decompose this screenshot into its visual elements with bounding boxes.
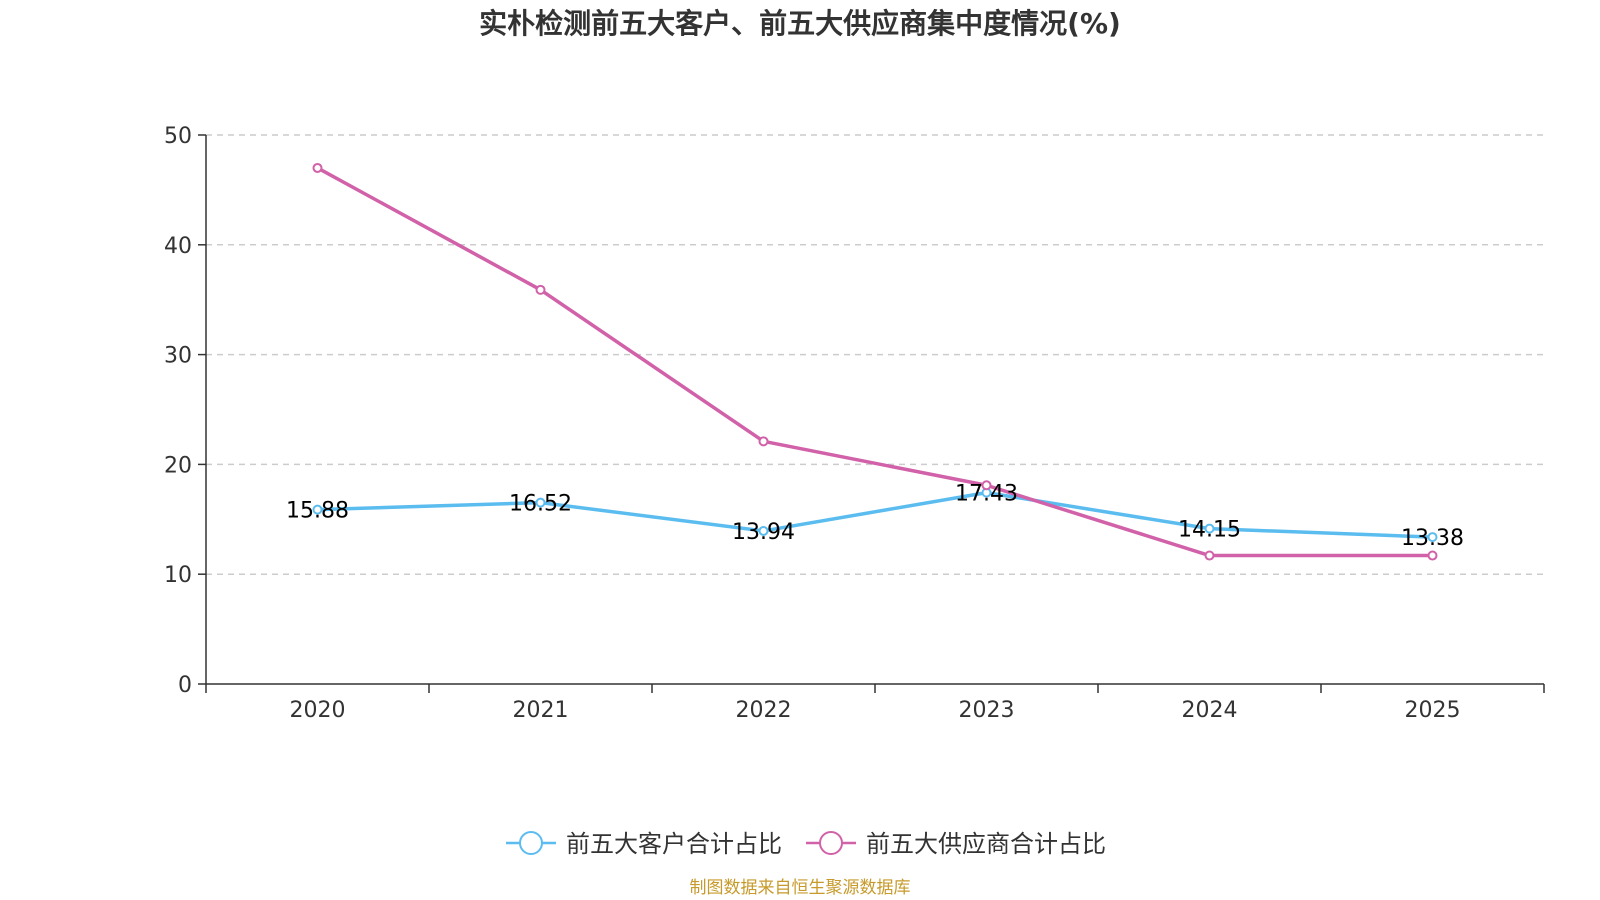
legend-item-1: 前五大客户合计占比 (506, 830, 782, 858)
x-tick-label: 2021 (513, 698, 569, 723)
y-tick-label: 40 (164, 234, 192, 259)
data-label: 15.88 (286, 499, 349, 524)
data-point (758, 436, 769, 447)
x-tick-label: 2020 (290, 698, 346, 723)
data-point (1427, 532, 1438, 543)
data-point (535, 284, 546, 295)
series-layer (312, 162, 1438, 561)
data-point (312, 162, 323, 173)
chart-title: 实朴检测前五大客户、前五大供应商集中度情况(%) (479, 7, 1121, 40)
series-line (316, 166, 1433, 558)
legend-marker (519, 831, 543, 855)
axes: 0 10 20 30 40 50 2020 2021 2022 2023 2024 2025 (164, 124, 1545, 723)
data-label: 14.15 (1178, 518, 1241, 543)
series-line (317, 490, 1433, 539)
data-point (535, 497, 546, 508)
data-labels: 15.88 16.52 13.94 17.43 14.15 13.38 (286, 482, 1464, 551)
legend-label: 前五大供应商合计占比 (866, 830, 1106, 858)
data-point (312, 504, 323, 515)
source-note: 制图数据来自恒生聚源数据库 (690, 878, 911, 898)
data-label: 16.52 (509, 492, 572, 517)
series-2 (312, 162, 1438, 561)
legend: 前五大客户合计占比 前五大供应商合计占比 (506, 830, 1106, 858)
x-tick-label: 2022 (736, 698, 792, 723)
y-tick-label: 20 (164, 453, 192, 478)
y-tick-label: 10 (164, 563, 192, 588)
data-point (981, 480, 992, 491)
data-point (1427, 550, 1438, 561)
data-label: 13.94 (732, 520, 795, 545)
data-label: 17.43 (955, 482, 1018, 507)
legend-label: 前五大客户合计占比 (566, 830, 782, 858)
y-tick-label: 30 (164, 344, 192, 369)
x-tick-label: 2023 (959, 698, 1015, 723)
data-point (1204, 523, 1215, 534)
y-tick-label: 0 (178, 673, 192, 698)
legend-marker (819, 831, 843, 855)
grid-lines (206, 134, 1544, 575)
x-tick-label: 2024 (1182, 698, 1238, 723)
x-tick-label: 2025 (1405, 698, 1461, 723)
legend-item-2: 前五大供应商合计占比 (806, 830, 1106, 858)
data-point (758, 525, 769, 536)
data-label: 13.38 (1401, 526, 1464, 551)
series-1 (312, 487, 1438, 543)
data-point (1204, 550, 1215, 561)
y-tick-label: 50 (164, 124, 192, 149)
